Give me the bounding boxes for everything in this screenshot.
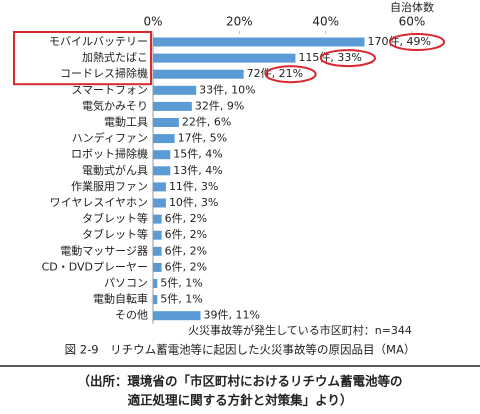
source-line: （出所：環境省の「市区町村におけるリチウム蓄電池等の xyxy=(77,374,402,389)
value-label: 6件, 2% xyxy=(165,228,207,241)
x-tick-label: 20% xyxy=(226,15,253,29)
value-label: 17件, 5% xyxy=(178,132,227,145)
bar xyxy=(153,279,158,288)
value-label: 6件, 2% xyxy=(165,244,207,257)
category-label: ハンディファン xyxy=(72,131,148,145)
category-label: 電動式がん具 xyxy=(82,163,148,177)
value-label: 11件, 3% xyxy=(169,180,218,193)
category-label: コードレス掃除機 xyxy=(60,66,148,80)
source-line: 適正処理に関する方針と対策集」より） xyxy=(128,393,353,408)
bar xyxy=(153,134,175,144)
value-label: 170件, 49% xyxy=(368,35,431,48)
value-label: 39件, 11% xyxy=(203,309,259,322)
category-label: ワイヤレスイヤホン xyxy=(50,196,148,209)
bar xyxy=(153,262,162,272)
category-label: スマートフォン xyxy=(71,83,148,96)
value-label: 5件, 1% xyxy=(160,293,202,306)
caption: 図 2-9 リチウム蓄電池等に起因した火災事故等の原因品目（MA） xyxy=(65,343,416,357)
x-tick-label: 40% xyxy=(312,15,339,29)
category-label: 作業服用ファン xyxy=(71,180,148,193)
category-label: 電動自転車 xyxy=(93,292,148,306)
bar xyxy=(153,295,158,305)
bar xyxy=(153,214,162,224)
note: 火災事故等が発生している市区町村：n=344 xyxy=(188,323,412,337)
category-label: タブレット等 xyxy=(82,211,148,225)
category-label: モバイルバッテリー xyxy=(49,35,148,48)
bar xyxy=(153,101,192,111)
category-label: パソコン xyxy=(104,277,148,290)
highlight-ellipse xyxy=(319,49,376,68)
bar xyxy=(153,182,166,192)
bar xyxy=(153,150,171,160)
category-label: 加熱式たばこ xyxy=(82,51,148,64)
bar xyxy=(153,230,162,240)
highlight-ellipse xyxy=(388,33,446,51)
value-label: 33件, 10% xyxy=(199,83,255,96)
bar xyxy=(153,246,162,256)
bar xyxy=(153,69,244,79)
bar xyxy=(153,198,166,208)
category-label: 電気かみそり xyxy=(82,98,148,112)
value-label: 72件, 21% xyxy=(247,67,303,80)
value-label: 115件, 33% xyxy=(298,51,361,64)
value-label: 32件, 9% xyxy=(195,99,244,112)
value-label: 15件, 4% xyxy=(173,148,222,161)
value-label: 13件, 4% xyxy=(173,164,222,177)
bar xyxy=(153,118,179,127)
value-label: 22件, 6% xyxy=(182,116,231,129)
category-label: その他 xyxy=(115,309,148,322)
bar xyxy=(153,85,197,95)
bar xyxy=(153,37,365,47)
value-label: 6件, 2% xyxy=(165,212,207,225)
category-label: CD・DVDプレーヤー xyxy=(42,260,148,273)
category-label: 電動マッサージ器 xyxy=(60,243,148,257)
category-label: ロボット掃除機 xyxy=(71,147,148,161)
category-label: タブレット等 xyxy=(82,227,148,241)
bar xyxy=(153,311,201,321)
highlight-box xyxy=(13,31,152,86)
value-label: 6件, 2% xyxy=(165,260,207,273)
value-label: 10件, 3% xyxy=(169,196,218,209)
x-axis-title: 自治体数 xyxy=(390,0,434,14)
x-tick-label: 60% xyxy=(399,15,426,29)
value-label: 5件, 1% xyxy=(160,277,202,290)
bar xyxy=(153,53,296,63)
x-tick-label: 0% xyxy=(143,15,162,29)
category-label: 電動工具 xyxy=(104,115,148,129)
bar xyxy=(153,166,171,176)
highlight-ellipse xyxy=(264,65,317,84)
